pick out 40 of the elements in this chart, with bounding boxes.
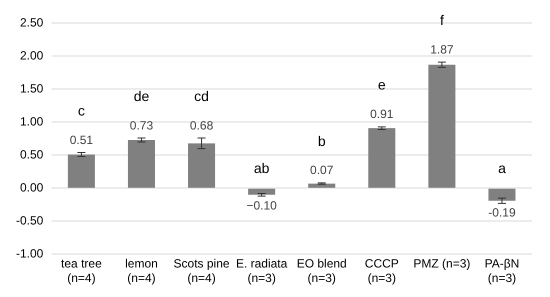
- annotation: c: [78, 102, 85, 118]
- data-label: 0.68: [190, 118, 214, 132]
- y-tick-label: 2.00: [20, 48, 44, 63]
- x-tick-label: PA-βN (n=3): [484, 256, 520, 286]
- y-tick-label: 2.50: [20, 16, 44, 30]
- bar: [248, 188, 276, 195]
- x-tick-label: CCCP (n=3): [364, 256, 399, 286]
- x-tick-label: Scots pine (n=4): [174, 256, 230, 286]
- x-tick-label: lemon (n=4): [125, 256, 158, 286]
- bar: [488, 188, 516, 201]
- bar: [428, 64, 456, 188]
- y-tick-label: 0.50: [20, 148, 44, 162]
- annotation: b: [318, 132, 326, 149]
- bar: [368, 128, 396, 188]
- annotation: f: [440, 12, 444, 28]
- data-label: 0.73: [130, 118, 154, 132]
- y-tick-label: -0.50: [16, 214, 44, 228]
- bar: [128, 140, 155, 188]
- annotation: a: [498, 160, 506, 176]
- data-label: 0.91: [370, 107, 394, 122]
- bar: [308, 184, 336, 188]
- annotation: de: [134, 88, 150, 104]
- annotation: ab: [254, 160, 270, 176]
- data-label: 1.87: [430, 42, 454, 56]
- y-tick-label: 1.00: [20, 114, 44, 129]
- data-label: −0.10: [246, 198, 278, 212]
- data-label: 0.51: [70, 132, 94, 147]
- bar: [188, 143, 216, 188]
- y-tick-label: -1.00: [16, 246, 44, 261]
- y-tick-label: 0.00: [20, 180, 44, 195]
- data-label: -0.19: [488, 206, 516, 220]
- bar: [68, 154, 95, 188]
- x-tick-label: EO blend (n=3): [296, 256, 347, 286]
- x-tick-label: tea tree (n=4): [61, 256, 102, 286]
- x-tick-label: PMZ (n=3): [413, 256, 470, 271]
- annotation: e: [378, 76, 386, 93]
- y-tick-label: 1.50: [20, 82, 44, 96]
- annotation: cd: [194, 88, 209, 104]
- data-label: 0.07: [310, 163, 334, 178]
- x-tick-label: E. radiata (n=3): [236, 256, 288, 286]
